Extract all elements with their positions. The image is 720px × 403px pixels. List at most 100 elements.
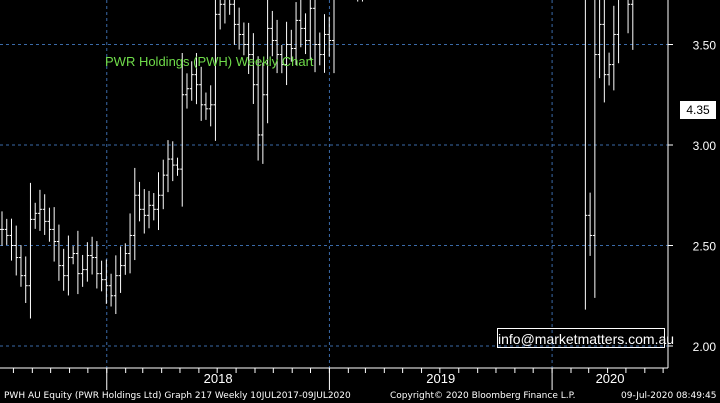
ohlc-bar bbox=[289, 29, 294, 62]
ohlc-bar bbox=[597, 0, 602, 79]
ohlc-bar bbox=[33, 202, 38, 229]
ohlc-bar bbox=[123, 243, 128, 275]
year-label: 2018 bbox=[204, 371, 233, 386]
last-price-tag: 4.35 bbox=[680, 101, 716, 119]
ohlc-bar bbox=[298, 0, 303, 48]
watermark-email: info@marketmatters.com.au bbox=[497, 328, 674, 348]
ohlc-bar bbox=[80, 254, 85, 287]
ohlc-bar bbox=[275, 19, 280, 74]
ohlc-bar bbox=[94, 241, 99, 289]
ohlc-bar bbox=[294, 2, 299, 65]
ohlc-bar bbox=[251, 33, 256, 104]
ohlc-bar bbox=[109, 273, 114, 307]
ohlc-bar bbox=[611, 5, 616, 91]
ohlc-bar bbox=[627, 0, 631, 34]
ohlc-bar bbox=[9, 218, 14, 261]
y-tick-label: 2.50 bbox=[693, 240, 717, 254]
footer-copyright: Copyright© 2020 Bloomberg Finance L.P. bbox=[390, 391, 576, 401]
ohlc-bar bbox=[361, 0, 363, 2]
ohlc-bar bbox=[85, 242, 90, 282]
year-label: 2020 bbox=[596, 371, 625, 386]
grid-lines bbox=[0, 0, 668, 368]
ohlc-bar bbox=[270, 10, 275, 57]
ohlc-bar bbox=[56, 224, 61, 281]
chart-title: PWR Holdings (PWH) Weekly Chart bbox=[105, 54, 314, 69]
ohlc-bar bbox=[170, 141, 175, 182]
ohlc-bar bbox=[90, 236, 95, 275]
ohlc-bar bbox=[61, 248, 66, 291]
year-label: 2019 bbox=[426, 371, 455, 386]
ohlc-bar bbox=[260, 62, 265, 164]
ohlc-bar bbox=[66, 235, 71, 296]
ohlc-bar bbox=[147, 190, 152, 229]
ohlc-bar bbox=[75, 230, 80, 295]
y-axis: 2.002.503.003.504.004.505.00 bbox=[667, 0, 717, 368]
footer-bar: PWH AU Equity (PWR Holdings Ltd) Graph 2… bbox=[0, 390, 720, 403]
ohlc-bar bbox=[241, 22, 246, 56]
ohlc-bar bbox=[42, 194, 47, 235]
ohlc-bar bbox=[199, 66, 204, 121]
ohlc-bar bbox=[104, 259, 109, 304]
ohlc-bar bbox=[37, 189, 42, 231]
ohlc-bar bbox=[18, 245, 23, 287]
ohlc-bar bbox=[118, 246, 123, 293]
ohlc-bar bbox=[184, 73, 189, 109]
ohlc-bar bbox=[279, 45, 284, 74]
ohlc-bar bbox=[128, 213, 133, 274]
ohlc-bar bbox=[357, 0, 359, 2]
ohlc-bar bbox=[161, 159, 166, 210]
ohlc-bar bbox=[166, 140, 170, 193]
ohlc-bar bbox=[142, 189, 147, 234]
ohlc-bar bbox=[14, 225, 19, 276]
ohlc-bar bbox=[256, 56, 261, 161]
ohlc-bar bbox=[0, 211, 4, 246]
ohlc-bar bbox=[327, 16, 332, 57]
ohlc-bar bbox=[4, 218, 9, 245]
ohlc-bar bbox=[99, 260, 104, 292]
ohlc-bar bbox=[113, 255, 118, 315]
ohlc-bar bbox=[308, 0, 313, 61]
ohlc-bar bbox=[317, 32, 322, 66]
ohlc-bar bbox=[630, 0, 634, 50]
ohlc-bar bbox=[592, 0, 597, 298]
ohlc-bar bbox=[194, 53, 199, 105]
footer-timestamp: 09-Jul-2020 08:49:45 bbox=[621, 391, 717, 401]
ohlc-bar bbox=[284, 21, 289, 86]
ohlc-bar bbox=[222, 0, 226, 24]
ohlc-bar bbox=[47, 207, 52, 242]
ohlc-bar bbox=[132, 167, 137, 261]
ohlc-bars bbox=[0, 0, 634, 319]
ohlc-bar bbox=[52, 207, 57, 262]
ohlc-bar bbox=[180, 53, 185, 207]
ohlc-bar bbox=[265, 0, 270, 124]
ohlc-bar bbox=[213, 0, 218, 141]
ohlc-bar bbox=[137, 181, 142, 222]
ohlc-bar bbox=[607, 52, 612, 86]
footer-security-info: PWH AU Equity (PWR Holdings Ltd) Graph 2… bbox=[4, 391, 351, 401]
ohlc-bar bbox=[584, 0, 588, 310]
ohlc-bar bbox=[189, 61, 194, 101]
ohlc-bar bbox=[23, 256, 28, 303]
ohlc-bar bbox=[616, 0, 620, 64]
ohlc-bar bbox=[218, 0, 223, 30]
ohlc-bar bbox=[151, 193, 156, 221]
ohlc-bar bbox=[208, 85, 213, 127]
ohlc-bar bbox=[332, 0, 335, 74]
ohlc-bar bbox=[588, 192, 593, 256]
ohlc-bar bbox=[156, 172, 161, 231]
y-tick-label: 3.00 bbox=[693, 139, 717, 153]
ohlc-bar bbox=[203, 92, 208, 120]
ohlc-bar bbox=[237, 7, 242, 50]
ohlc-bar bbox=[229, 0, 232, 15]
ohlc-bar bbox=[71, 246, 76, 265]
y-tick-label: 3.50 bbox=[693, 39, 717, 53]
ohlc-bar bbox=[602, 0, 607, 103]
x-axis: 2018 2019 2020 bbox=[0, 367, 668, 390]
ohlc-bar bbox=[175, 157, 180, 176]
ohlc-bar bbox=[28, 182, 33, 319]
ohlc-bar bbox=[232, 0, 237, 45]
ohlc-bar bbox=[303, 13, 308, 55]
ohlc-bar bbox=[313, 0, 318, 73]
y-tick-label: 2.00 bbox=[693, 340, 717, 354]
